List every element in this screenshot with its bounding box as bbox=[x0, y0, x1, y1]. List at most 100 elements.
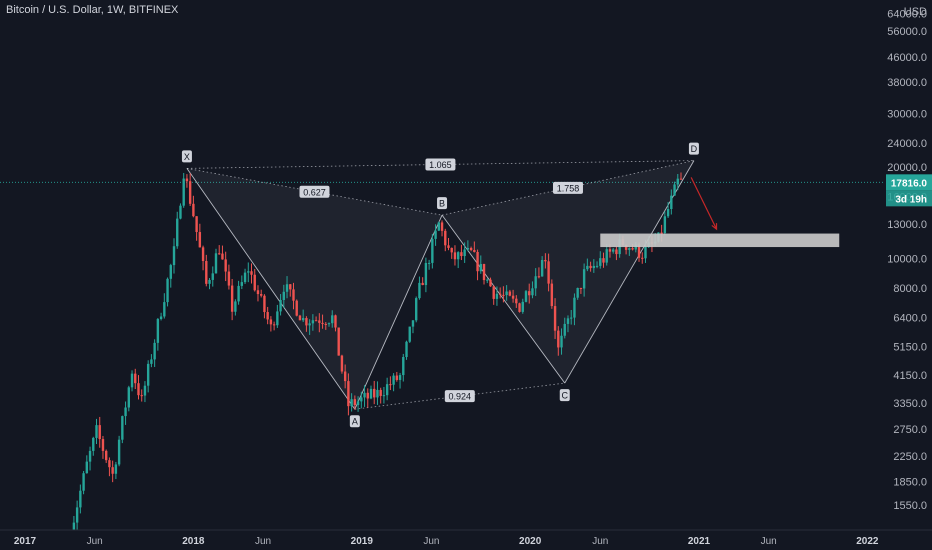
candle bbox=[272, 321, 276, 331]
candle-body bbox=[347, 381, 350, 407]
candle bbox=[666, 202, 670, 218]
candle bbox=[528, 283, 531, 304]
candle-body bbox=[82, 473, 85, 491]
candle bbox=[279, 294, 282, 316]
candle bbox=[437, 221, 441, 232]
candle bbox=[453, 245, 457, 266]
candle-body bbox=[553, 306, 557, 331]
countdown-badge: 3d 19h bbox=[886, 190, 932, 207]
candle-body bbox=[234, 301, 237, 312]
date-tick: 2018 bbox=[182, 536, 205, 547]
point-label-box bbox=[181, 150, 192, 163]
candle-body bbox=[156, 319, 160, 343]
candle-body bbox=[602, 258, 605, 263]
projection-arrow bbox=[690, 177, 718, 231]
date-axis[interactable]: 2017 Jun 2018 Jun 2019 Jun 2020 Jun 2021 Jun 2022 bbox=[0, 529, 932, 550]
candle-body bbox=[550, 283, 554, 307]
candle-body bbox=[479, 264, 482, 272]
price-tick: 5150.0 bbox=[893, 341, 927, 353]
candle bbox=[456, 251, 460, 269]
candle-body bbox=[301, 318, 305, 321]
countdown-badge-text: 3d 19h bbox=[895, 194, 927, 205]
candle bbox=[75, 500, 79, 530]
candle-body bbox=[456, 252, 460, 260]
candle-body bbox=[308, 323, 311, 326]
pattern-point-x[interactable]: X bbox=[181, 150, 192, 163]
pattern-point-a[interactable]: A bbox=[349, 415, 360, 428]
candle-body bbox=[489, 279, 492, 287]
candle bbox=[560, 328, 563, 355]
candle bbox=[327, 322, 331, 327]
ratio-label-text: 0.627 bbox=[303, 187, 326, 197]
candle bbox=[237, 280, 240, 305]
candle bbox=[353, 395, 357, 410]
candle bbox=[479, 255, 482, 274]
candle-body bbox=[130, 373, 134, 388]
candle bbox=[305, 316, 308, 332]
price-tick: 10000.0 bbox=[887, 254, 927, 266]
candle bbox=[382, 386, 386, 404]
candle bbox=[153, 339, 156, 367]
candle-body bbox=[518, 303, 521, 312]
price-tick: 4150.0 bbox=[893, 370, 927, 382]
candle bbox=[140, 389, 143, 402]
candle-body bbox=[243, 272, 247, 283]
candle bbox=[599, 251, 602, 269]
candle-body bbox=[124, 407, 127, 417]
date-tick: 2019 bbox=[351, 536, 374, 547]
price-tick: 64000.0 bbox=[887, 8, 927, 20]
candle-body bbox=[466, 248, 470, 250]
price-tick: 6400.0 bbox=[893, 313, 927, 325]
candle-body bbox=[256, 290, 260, 295]
point-label: D bbox=[691, 144, 698, 154]
candle bbox=[292, 282, 295, 310]
candle-body bbox=[289, 284, 292, 290]
candle-body bbox=[453, 252, 457, 260]
candle bbox=[463, 242, 466, 263]
pattern-point-d[interactable]: D bbox=[688, 142, 699, 155]
pattern-point-c[interactable]: C bbox=[559, 389, 570, 402]
candle bbox=[595, 261, 599, 269]
candle bbox=[172, 238, 176, 274]
candle-body bbox=[169, 265, 172, 279]
candle bbox=[486, 278, 489, 284]
candle bbox=[266, 306, 269, 325]
date-tick: 2021 bbox=[688, 536, 711, 547]
candle-body bbox=[547, 261, 550, 284]
candle bbox=[156, 317, 160, 351]
candle-body bbox=[385, 384, 389, 396]
date-tick: 2022 bbox=[856, 536, 879, 547]
candle bbox=[511, 289, 515, 303]
price-badge-text: 17816.0 bbox=[891, 178, 928, 189]
candle-body bbox=[473, 250, 476, 252]
candle-body bbox=[402, 357, 405, 376]
candle-body bbox=[140, 395, 143, 397]
price-axis-background bbox=[886, 0, 932, 530]
price-tick: 8000.0 bbox=[893, 283, 927, 295]
candle-body bbox=[660, 232, 663, 234]
candle-body bbox=[153, 342, 156, 360]
candle bbox=[253, 268, 256, 292]
candle bbox=[234, 299, 237, 316]
candle-body bbox=[272, 324, 276, 326]
candle bbox=[114, 461, 118, 480]
candle bbox=[502, 286, 505, 303]
price-tick: 1850.0 bbox=[893, 477, 927, 489]
candle bbox=[418, 276, 421, 300]
candle bbox=[321, 314, 324, 329]
candle-body bbox=[628, 248, 631, 250]
ratio-label-text: 0.924 bbox=[449, 392, 472, 402]
price-tick: 30000.0 bbox=[887, 108, 927, 120]
date-tick: Jun bbox=[87, 536, 103, 547]
candle bbox=[101, 435, 105, 459]
candle bbox=[663, 211, 667, 236]
candle-body bbox=[343, 371, 347, 382]
pattern-point-b[interactable]: B bbox=[437, 197, 448, 210]
candle-body bbox=[369, 388, 373, 399]
candle-body bbox=[469, 248, 473, 251]
candle-body bbox=[327, 323, 331, 325]
candle bbox=[169, 263, 172, 288]
